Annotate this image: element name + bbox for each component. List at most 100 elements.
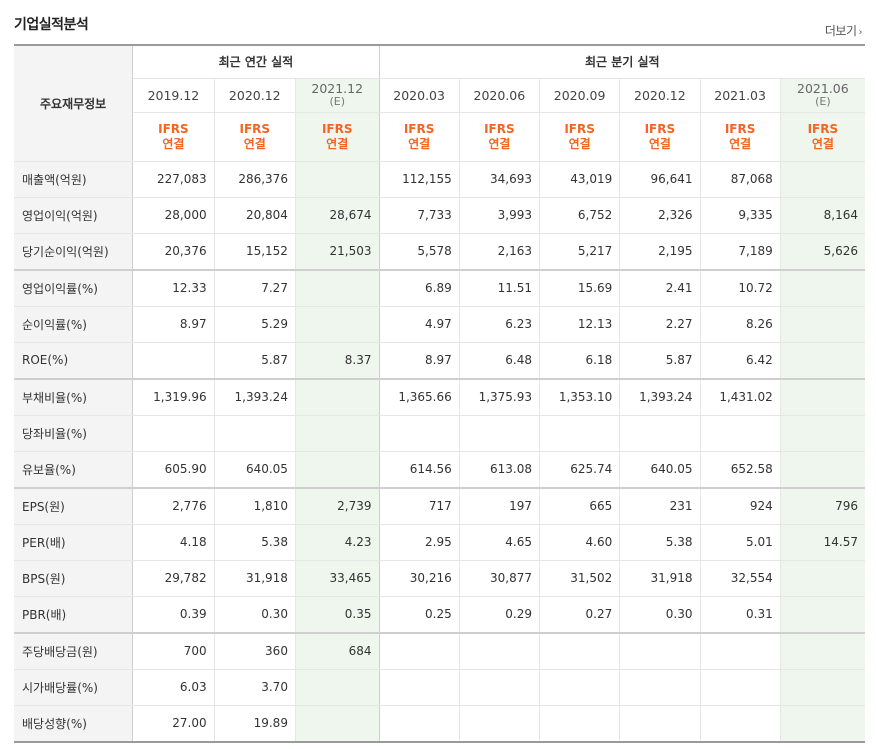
value-cell (780, 268, 865, 307)
table-row: 유보율(%) 605.90 640.05 614.56 613.08 625.74 640.… (14, 451, 865, 488)
period-header: 2021.06 (E) (780, 78, 865, 113)
row-label: 유보율(%) (14, 451, 134, 488)
value-cell: 15,152 (214, 233, 296, 270)
row-label: PBR(배) (14, 596, 134, 633)
value-cell (780, 631, 865, 670)
table-row: 주당배당금(원) 700 360 684 (14, 631, 865, 670)
row-label: BPS(원) (14, 560, 134, 597)
value-cell (295, 415, 380, 452)
ifrs-badge: IFRS 연결 (459, 112, 541, 162)
value-cell: 360 (214, 631, 296, 670)
value-cell: 0.29 (459, 596, 541, 633)
annual-group-header: 최근 연간 실적 (132, 45, 380, 79)
value-cell: 5.29 (214, 306, 296, 343)
value-cell (780, 596, 865, 633)
period-date: 2020.12 (634, 87, 686, 103)
value-cell (539, 631, 621, 670)
ifrs-badge: IFRS 연결 (214, 112, 296, 162)
value-cell: 11.51 (459, 268, 541, 307)
period-header: 2020.12 (214, 78, 296, 113)
ifrs-label: IFRS (644, 121, 676, 136)
value-cell: 31,502 (539, 560, 621, 597)
table-row: 순이익률(%) 8.97 5.29 4.97 6.23 12.13 2.27 8.26 (14, 306, 865, 343)
value-cell: 6.48 (459, 342, 541, 379)
value-cell (780, 342, 865, 379)
period-header: 2020.12 (619, 78, 701, 113)
consolidated-label: 연결 (568, 136, 591, 151)
value-cell: 614.56 (379, 451, 460, 488)
value-cell: 6.89 (379, 268, 460, 307)
row-label: 당기순이익(억원) (14, 233, 134, 270)
table-row: PBR(배) 0.39 0.30 0.35 0.25 0.29 0.27 0.30 0.31 (14, 596, 865, 633)
value-cell: 8.26 (700, 306, 781, 343)
ifrs-badge: IFRS 연결 (619, 112, 701, 162)
value-cell (700, 631, 781, 670)
value-cell: 33,465 (295, 560, 380, 597)
period-header: 2021.12 (E) (295, 78, 380, 113)
value-cell: 8.37 (295, 342, 380, 379)
row-label: 배당성향(%) (14, 705, 134, 742)
consolidated-label: 연결 (811, 136, 834, 151)
consolidated-label: 연결 (729, 136, 752, 151)
value-cell: 665 (539, 486, 621, 525)
value-cell (619, 631, 701, 670)
value-cell: 684 (295, 631, 380, 670)
value-cell: 4.60 (539, 524, 621, 561)
value-cell: 1,393.24 (214, 377, 296, 416)
more-link[interactable]: 더보기 › (825, 22, 863, 39)
period-date: 2020.12 (228, 87, 281, 103)
period-date: 2019.12 (147, 87, 200, 103)
value-cell: 15.69 (539, 268, 621, 307)
value-cell (700, 705, 781, 742)
value-cell: 10.72 (700, 268, 781, 307)
value-cell (295, 705, 380, 742)
value-cell (459, 705, 541, 742)
ifrs-badge: IFRS 연결 (700, 112, 781, 162)
value-cell: 2.95 (379, 524, 460, 561)
value-cell (295, 377, 380, 416)
value-cell: 14.57 (780, 524, 865, 561)
value-cell: 0.30 (214, 596, 296, 633)
table-row: PER(배) 4.18 5.38 4.23 2.95 4.65 4.60 5.38 5.01 14… (14, 524, 865, 561)
value-cell (700, 669, 781, 706)
row-label: 매출액(억원) (14, 161, 134, 198)
period-date: 2021.12 (311, 81, 364, 96)
value-cell: 96,641 (619, 161, 701, 198)
value-cell (619, 669, 701, 706)
value-cell: 231 (619, 486, 701, 525)
row-label: 시가배당률(%) (14, 669, 134, 706)
value-cell: 3,993 (459, 197, 541, 234)
row-label: 영업이익(억원) (14, 197, 134, 234)
value-cell: 2.41 (619, 268, 701, 307)
value-cell: 6.42 (700, 342, 781, 379)
value-cell: 5.87 (214, 342, 296, 379)
value-cell (700, 415, 781, 452)
value-cell: 5,217 (539, 233, 621, 270)
value-cell: 4.18 (132, 524, 215, 561)
value-cell: 5.38 (619, 524, 701, 561)
row-label: 영업이익률(%) (14, 268, 134, 307)
value-cell: 4.97 (379, 306, 460, 343)
value-cell: 2,163 (459, 233, 541, 270)
value-cell (295, 161, 380, 198)
value-cell: 5.01 (700, 524, 781, 561)
row-label: PER(배) (14, 524, 134, 561)
value-cell: 5,626 (780, 233, 865, 270)
consolidated-label: 연결 (243, 136, 266, 151)
table-row: EPS(원) 2,776 1,810 2,739 717 197 665 231 924 796 (14, 486, 865, 525)
table-row: 당기순이익(억원) 20,376 15,152 21,503 5,578 2,163 5,2… (14, 233, 865, 270)
value-cell (132, 415, 215, 452)
value-cell: 7,733 (379, 197, 460, 234)
ifrs-badge: IFRS 연결 (539, 112, 621, 162)
value-cell (379, 415, 460, 452)
row-label: 주당배당금(원) (14, 631, 134, 670)
ifrs-label: IFRS (239, 121, 271, 136)
value-cell (780, 377, 865, 416)
chevron-right-icon: › (858, 27, 863, 38)
value-cell: 640.05 (214, 451, 296, 488)
value-cell: 8.97 (132, 306, 215, 343)
consolidated-label: 연결 (408, 136, 431, 151)
value-cell (539, 669, 621, 706)
value-cell: 796 (780, 486, 865, 525)
value-cell (295, 268, 380, 307)
